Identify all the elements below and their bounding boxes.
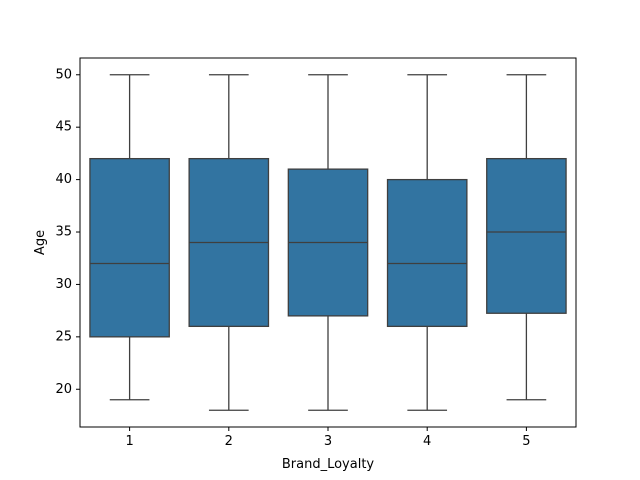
x-tick-label: 4	[423, 434, 431, 449]
x-tick-label: 3	[324, 434, 332, 449]
y-axis-label: Age	[33, 230, 48, 255]
y-tick-label: 45	[55, 120, 72, 135]
box-group	[287, 74, 369, 411]
y-axis: 20 25 30 35 40 45 50	[55, 67, 80, 397]
y-tick-label: 50	[55, 67, 72, 82]
x-tick-label: 2	[225, 434, 233, 449]
box-group	[386, 74, 468, 411]
y-tick-label: 35	[55, 225, 72, 240]
boxes-layer	[89, 74, 567, 411]
x-tick-label: 1	[125, 434, 133, 449]
y-tick-label: 30	[55, 277, 72, 292]
x-axis: 1 2 3 4 5	[125, 427, 531, 449]
box-iqr	[386, 178, 468, 328]
box-group	[188, 74, 270, 411]
box-group	[89, 74, 170, 401]
box-iqr	[486, 157, 567, 314]
x-axis-label: Brand_Loyalty	[282, 457, 375, 472]
y-tick-label: 20	[55, 382, 72, 397]
box-group	[486, 74, 567, 401]
y-tick-label: 40	[55, 172, 72, 187]
x-tick-label: 5	[522, 434, 530, 449]
box-iqr	[89, 157, 170, 338]
y-tick-label: 25	[55, 329, 72, 344]
plot-frame	[79, 57, 577, 428]
